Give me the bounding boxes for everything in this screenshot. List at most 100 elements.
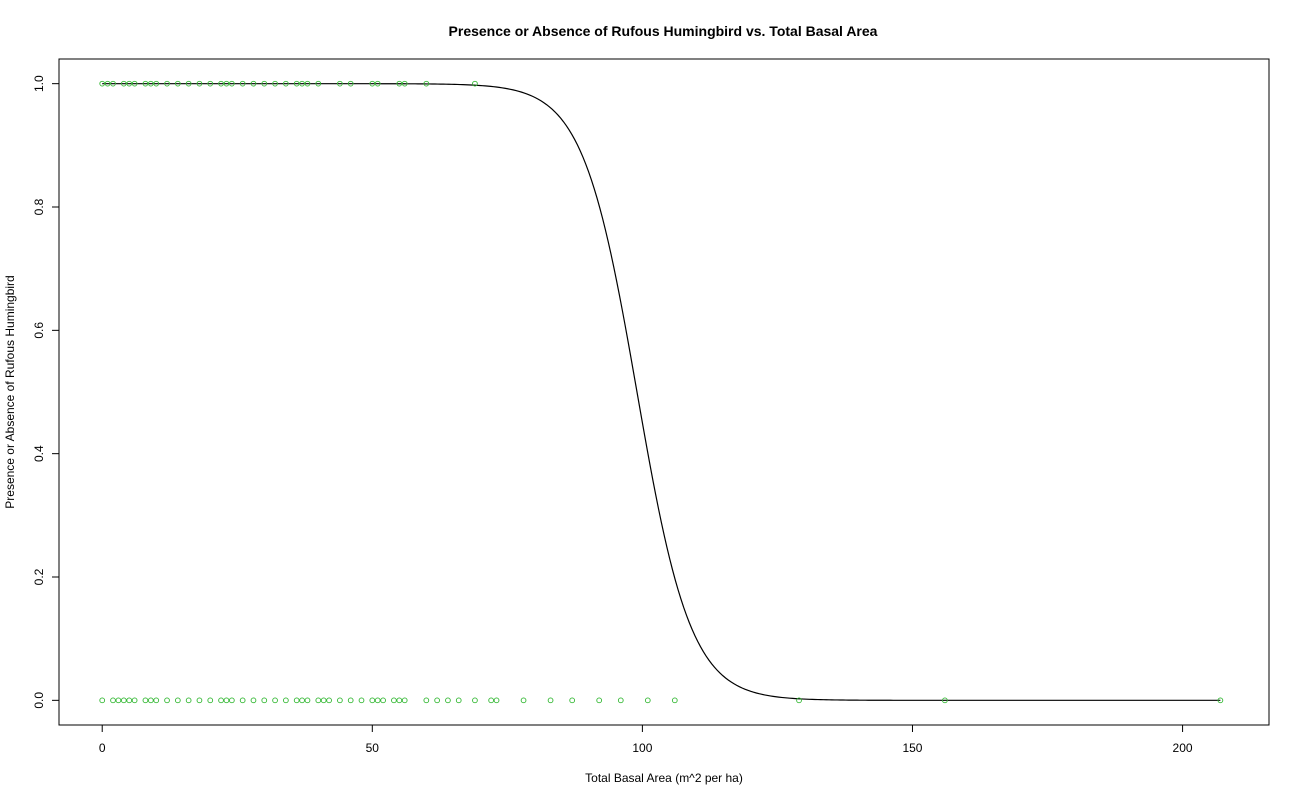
y-tick-label: 0.4 [32,445,46,462]
data-point [445,697,451,704]
data-point [942,697,948,704]
data-point [250,697,257,704]
data-point [374,697,381,704]
data-point [131,697,138,704]
data-point [164,80,170,87]
x-tick-label: 150 [902,741,922,755]
data-point [315,80,322,87]
data-point [423,697,430,704]
data-point [320,697,327,704]
data-point [1217,697,1224,704]
data-point [423,80,430,87]
data-point [347,697,354,704]
data-point [315,697,322,704]
data-point [174,80,181,87]
data-point [326,697,332,704]
data-point [401,80,408,87]
data-point [520,697,527,704]
y-axis-label: Presence or Absence of Rufous Humingbird [3,275,17,508]
data-point [644,697,651,704]
data-point [250,80,257,87]
data-point [261,697,268,704]
y-tick-label: 0.2 [32,568,46,585]
x-tick-label: 0 [99,741,106,755]
data-point [472,697,478,704]
data-point [434,697,440,704]
data-point [488,697,494,704]
data-point [283,697,289,704]
data-point [272,80,278,87]
data-point [396,80,403,87]
data-point [131,80,138,87]
data-point [293,80,300,87]
data-point [304,80,311,87]
data-point [396,697,403,704]
data-point [110,697,116,704]
data-point [153,697,160,704]
data-point [347,80,354,87]
data-point [99,80,106,87]
data-point [547,697,554,704]
data-point [455,697,462,704]
data-point [391,697,397,704]
data-point [671,697,678,704]
data-point [239,697,246,704]
x-axis-label: Total Basal Area (m^2 per ha) [585,771,743,785]
data-point [401,697,408,704]
y-tick-label: 1.0 [32,75,46,92]
data-point [337,80,343,87]
data-point [196,697,203,704]
data-point [229,697,235,704]
data-point [229,80,235,87]
data-point [196,80,203,87]
data-point [369,80,376,87]
y-tick-label: 0.8 [32,198,46,215]
data-point [104,80,111,87]
data-point [142,80,149,87]
data-point [617,697,624,704]
data-point [596,697,603,704]
data-point [218,697,224,704]
data-point [126,697,133,704]
y-tick-label: 0.6 [32,322,46,339]
data-point [304,697,311,704]
data-point [369,697,376,704]
x-tick-label: 200 [1173,741,1193,755]
data-point [115,697,122,704]
data-point [153,80,160,87]
data-point [493,697,500,704]
data-point [185,80,192,87]
data-point [174,697,181,704]
y-axis: 0.0 0.2 0.4 0.6 0.8 1.0 [32,75,60,709]
data-point [283,80,289,87]
data-point [99,697,106,704]
data-point [185,697,192,704]
data-point [164,697,170,704]
data-point [380,697,386,704]
data-point [120,697,127,704]
x-axis: 0 50 100 150 200 [99,724,1193,755]
x-tick-label: 100 [632,741,652,755]
data-point [223,80,230,87]
data-point [126,80,133,87]
data-point [374,80,381,87]
data-point [272,697,278,704]
data-point [299,697,305,704]
data-point [569,697,576,704]
data-point [147,80,154,87]
chart-title: Presence or Absence of Rufous Humingbird… [449,23,878,39]
data-point [337,697,343,704]
data-point [142,697,149,704]
y-tick-label: 0.0 [32,692,46,709]
data-point [218,80,224,87]
x-tick-label: 50 [366,741,380,755]
data-point [239,80,246,87]
data-point [223,697,230,704]
data-point [261,80,268,87]
data-point [796,697,802,704]
data-points-layer [99,80,1224,704]
data-point [120,80,127,87]
data-point [293,697,300,704]
data-point [299,80,305,87]
